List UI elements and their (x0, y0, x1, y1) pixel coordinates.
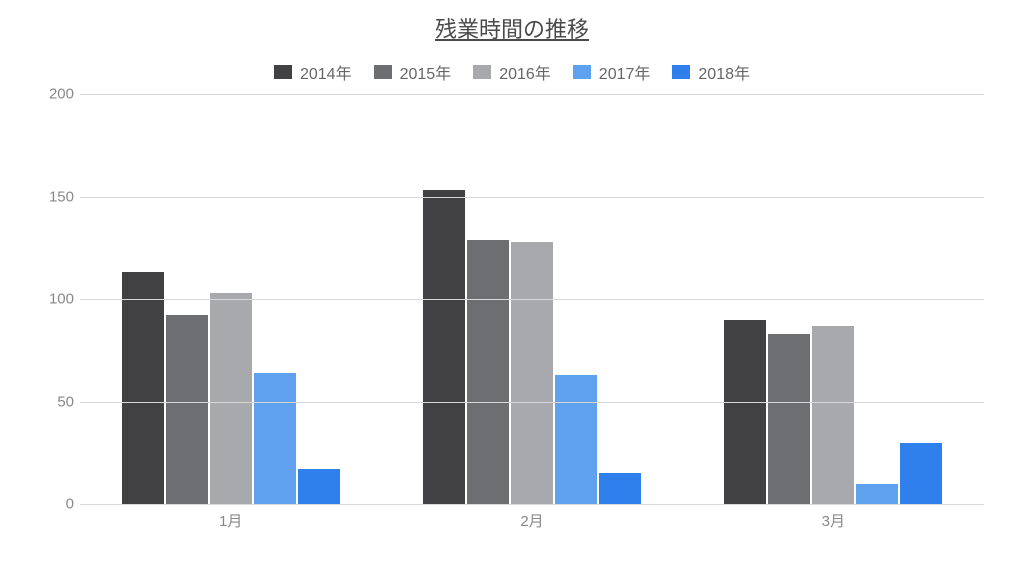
gridline (80, 402, 984, 403)
legend-swatch (473, 65, 491, 79)
legend-item: 2017年 (573, 60, 651, 84)
x-tick-label: 3月 (683, 504, 984, 534)
plot-area: 050100150200 1月2月3月 (80, 94, 984, 534)
legend-swatch (672, 65, 690, 79)
bar (900, 443, 942, 505)
gridline (80, 197, 984, 198)
legend-label: 2015年 (400, 60, 452, 84)
legend-item: 2016年 (473, 60, 551, 84)
bar (724, 320, 766, 505)
bar (812, 326, 854, 504)
gridline (80, 94, 984, 95)
gridline (80, 299, 984, 300)
legend-item: 2015年 (374, 60, 452, 84)
y-tick-label: 0 (38, 496, 74, 513)
bar (298, 469, 340, 504)
x-axis-labels: 1月2月3月 (80, 504, 984, 534)
bar (511, 242, 553, 504)
y-tick-label: 100 (38, 291, 74, 308)
bar (166, 315, 208, 504)
legend-item: 2018年 (672, 60, 750, 84)
legend-swatch (374, 65, 392, 79)
bar (856, 484, 898, 505)
plot: 050100150200 (80, 94, 984, 504)
bar (768, 334, 810, 504)
x-tick-label: 1月 (80, 504, 381, 534)
legend: 2014年 2015年 2016年 2017年 2018年 (0, 60, 1024, 84)
legend-label: 2018年 (698, 60, 750, 84)
bar (467, 240, 509, 504)
bar (254, 373, 296, 504)
legend-label: 2017年 (599, 60, 651, 84)
y-tick-label: 150 (38, 188, 74, 205)
legend-label: 2016年 (499, 60, 551, 84)
chart-container: 残業時間の推移 2014年2015年2016年2017年2018年 050100… (0, 0, 1024, 576)
legend-item: 2014年 (274, 60, 352, 84)
x-tick-label: 2月 (381, 504, 682, 534)
bar (555, 375, 597, 504)
bar (122, 272, 164, 504)
y-tick-label: 50 (38, 393, 74, 410)
legend-swatch (274, 65, 292, 79)
legend-swatch (573, 65, 591, 79)
y-tick-label: 200 (38, 86, 74, 103)
bar (210, 293, 252, 504)
bar (423, 190, 465, 504)
legend-label: 2014年 (300, 60, 352, 84)
chart-title: 残業時間の推移 (0, 12, 1024, 44)
bar (599, 473, 641, 504)
